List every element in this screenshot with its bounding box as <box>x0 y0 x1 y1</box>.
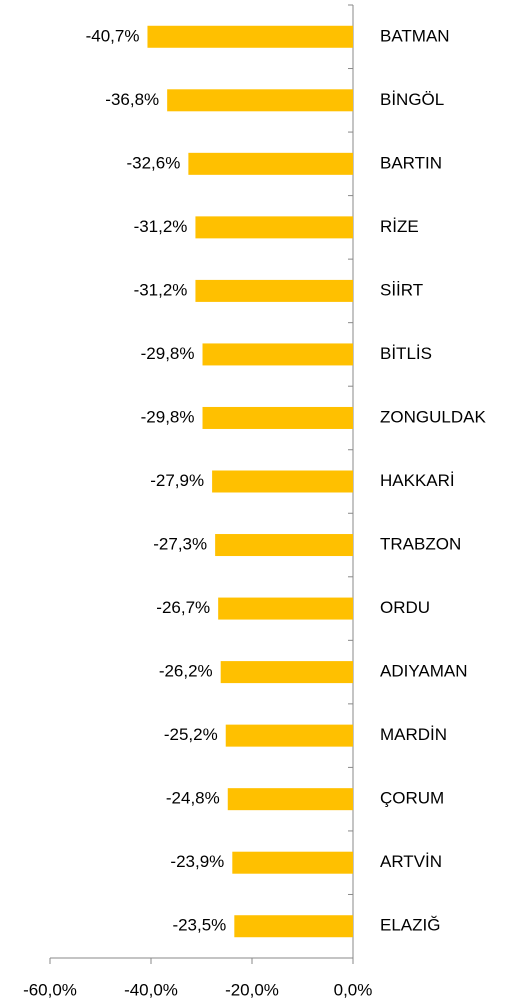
bar <box>225 724 353 747</box>
value-label: -29,8% <box>141 407 195 426</box>
category-label: ELAZIĞ <box>380 916 440 935</box>
bar <box>218 597 353 620</box>
bar <box>202 406 353 429</box>
category-label: ARTVİN <box>380 852 442 871</box>
category-label: ADIYAMAN <box>380 662 468 681</box>
value-label: -23,5% <box>172 916 226 935</box>
value-label: -23,9% <box>170 852 224 871</box>
value-label: -40,7% <box>86 26 140 45</box>
bar <box>215 534 353 557</box>
bar <box>234 915 353 938</box>
category-label: BATMAN <box>380 26 450 45</box>
bar <box>195 216 353 239</box>
x-tick-label: 0,0% <box>334 980 373 999</box>
value-label: -25,2% <box>164 725 218 744</box>
bar <box>147 25 353 48</box>
bar <box>232 851 353 874</box>
value-label: -27,3% <box>153 535 207 554</box>
x-tick-label: -60,0% <box>23 980 77 999</box>
value-label: -24,8% <box>166 789 220 808</box>
category-label: BARTIN <box>380 153 442 172</box>
category-label: SİİRT <box>380 280 423 299</box>
value-label: -31,2% <box>134 217 188 236</box>
category-label: ÇORUM <box>380 789 444 808</box>
value-label: -26,2% <box>159 662 213 681</box>
x-tick-label: -20,0% <box>225 980 279 999</box>
category-label: BİNGÖL <box>380 90 444 109</box>
bar <box>167 89 353 112</box>
category-label: HAKKARİ <box>380 471 455 490</box>
x-tick-label: -40,0% <box>124 980 178 999</box>
category-label: ORDU <box>380 598 430 617</box>
bar <box>227 788 353 811</box>
bar <box>202 343 353 366</box>
category-label: MARDİN <box>380 725 447 744</box>
bar <box>195 279 353 302</box>
bar <box>220 661 353 684</box>
value-label: -36,8% <box>105 90 159 109</box>
category-label: RİZE <box>380 217 419 236</box>
category-label: BİTLİS <box>380 344 432 363</box>
category-label: TRABZON <box>380 535 461 554</box>
value-label: -29,8% <box>141 344 195 363</box>
value-label: -26,7% <box>156 598 210 617</box>
bar <box>188 152 353 175</box>
value-label: -32,6% <box>126 153 180 172</box>
bar <box>212 470 353 493</box>
value-label: -31,2% <box>134 280 188 299</box>
category-label: ZONGULDAK <box>380 407 486 426</box>
value-label: -27,9% <box>150 471 204 490</box>
